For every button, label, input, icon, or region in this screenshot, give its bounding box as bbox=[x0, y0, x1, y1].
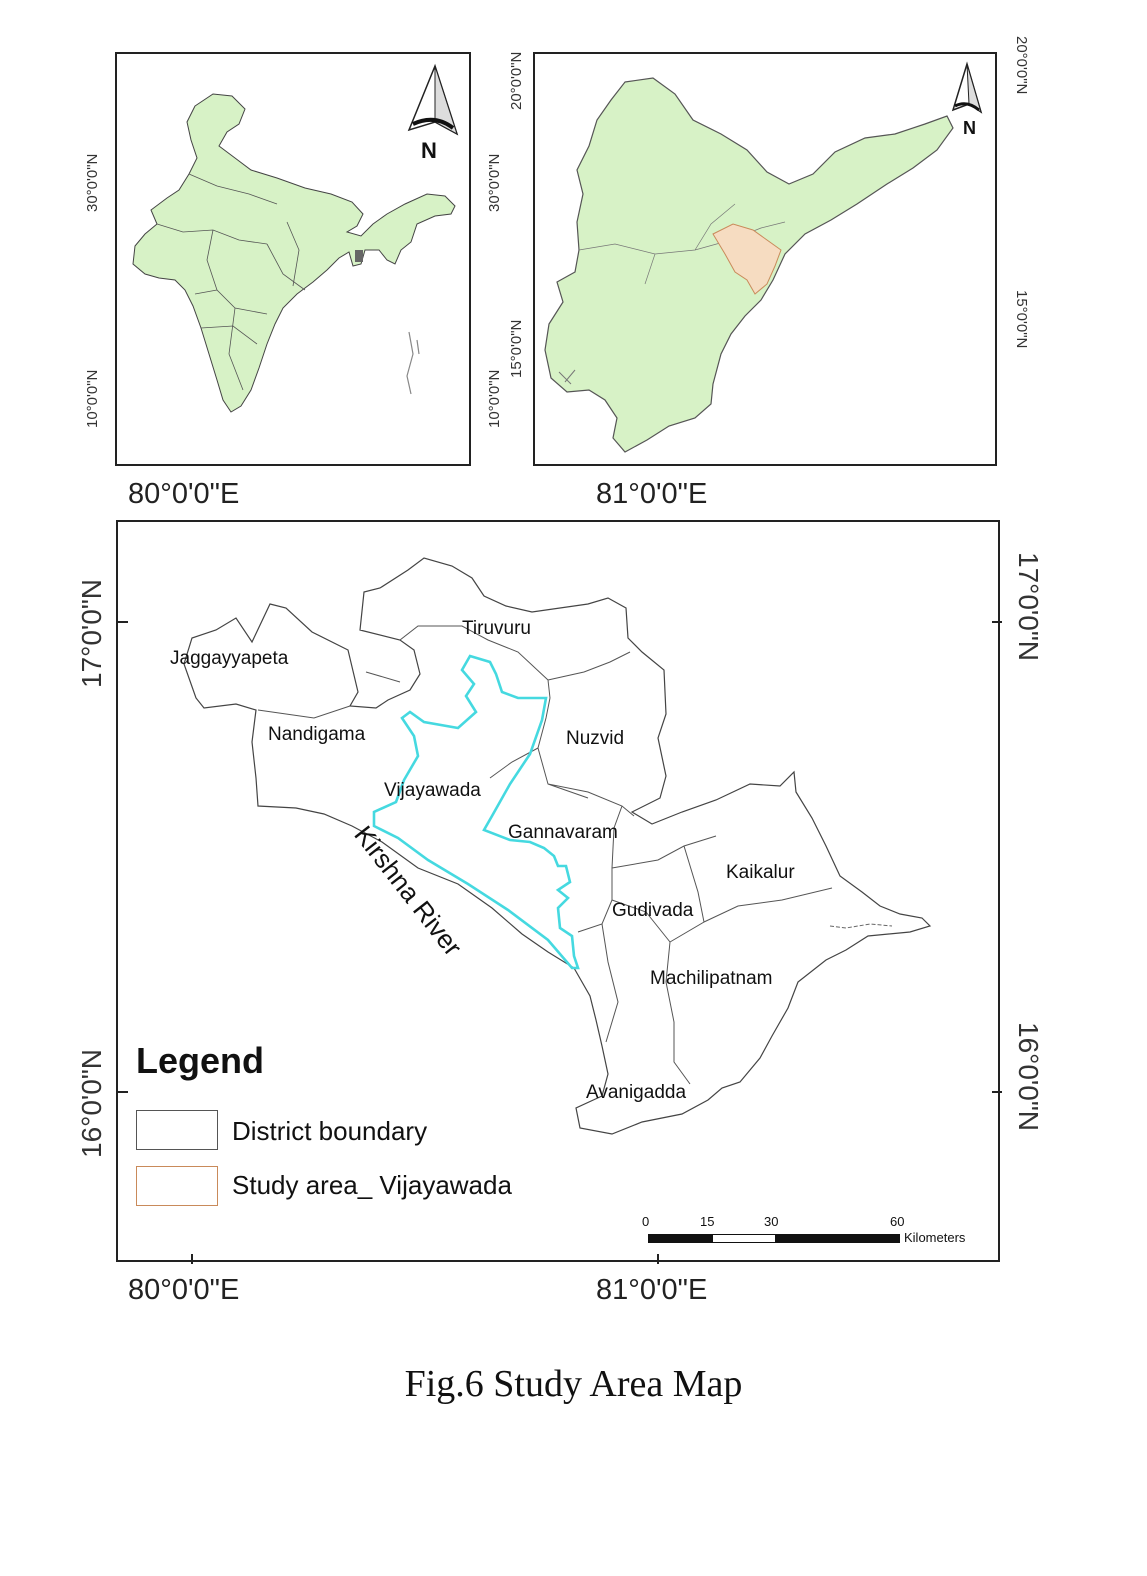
district-label-gannavaram: Gannavaram bbox=[508, 822, 618, 843]
ap-right-lat-15: 15°0'0"N bbox=[1013, 290, 1030, 349]
scale-tick-15: 15 bbox=[700, 1214, 715, 1229]
figure-caption: Fig.6 Study Area Map bbox=[404, 1363, 743, 1405]
scale-bar bbox=[648, 1234, 900, 1243]
district-label-gudivada: Gudivada bbox=[612, 900, 694, 921]
india-inset-mark bbox=[355, 250, 363, 262]
ap-left-lat-15: 15°0'0"N bbox=[508, 319, 525, 378]
andaman-islands bbox=[406, 331, 420, 395]
ap-right-lat-20: 20°0'0"N bbox=[1013, 36, 1030, 95]
district-label-nandigama: Nandigama bbox=[268, 724, 366, 745]
legend-swatch-study-area bbox=[136, 1166, 218, 1206]
india-lat-10: 10°0'0"N bbox=[84, 369, 101, 428]
krishna-lon-80: 80°0'0"E bbox=[128, 1274, 240, 1306]
ap-left-lat-10: 10°0'0"N bbox=[486, 369, 503, 428]
ap-left-lat-30: 30°0'0"N bbox=[486, 153, 503, 212]
north-label: N bbox=[421, 138, 437, 163]
scale-tick-60: 60 bbox=[890, 1214, 905, 1229]
scale-unit: Kilometers bbox=[904, 1230, 966, 1245]
district-label-nuzvid: Nuzvid bbox=[566, 728, 625, 749]
india-outline bbox=[132, 93, 456, 413]
krishna-map-panel bbox=[116, 520, 1002, 1264]
ap-left-lat-20: 20°0'0"N bbox=[508, 51, 525, 110]
district-label-jaggayyapeta: Jaggayyapeta bbox=[170, 648, 289, 669]
district-internal-boundaries bbox=[257, 625, 833, 1085]
district-label-machilipatnam: Machilipatnam bbox=[650, 968, 773, 989]
ap-region-boundaries bbox=[578, 203, 786, 285]
district-label-kaikalur: Kaikalur bbox=[726, 862, 795, 883]
krishna-district-outline bbox=[183, 557, 932, 1135]
ap-north-label: N bbox=[963, 118, 976, 138]
india-state-boundaries bbox=[156, 173, 306, 391]
india-lat-30: 30°0'0"N bbox=[84, 153, 101, 212]
krishna-lat-17-left: 17°0'0"N bbox=[76, 579, 107, 688]
district-label-tiruvuru: Tiruvuru bbox=[462, 618, 531, 639]
scale-tick-30: 30 bbox=[764, 1214, 779, 1229]
krishna-map bbox=[118, 557, 1002, 1264]
scale-tick-0: 0 bbox=[642, 1214, 650, 1229]
india-map bbox=[132, 63, 459, 413]
ap-study-district bbox=[712, 223, 782, 295]
district-label-avanigadda: Avanigadda bbox=[586, 1082, 687, 1103]
krishna-lat-16-left: 16°0'0"N bbox=[76, 1049, 107, 1158]
ap-map-panel: N bbox=[533, 52, 997, 466]
top-lon-81: 81°0'0"E bbox=[596, 478, 708, 510]
legend-swatch-district-boundary bbox=[136, 1110, 218, 1150]
india-map-panel: N bbox=[115, 52, 471, 466]
krishna-lat-17-right: 17°0'0"N bbox=[1013, 552, 1044, 661]
top-lon-80: 80°0'0"E bbox=[128, 478, 240, 510]
legend-title: Legend bbox=[136, 1040, 265, 1081]
krishna-lat-16-right: 16°0'0"N bbox=[1013, 1022, 1044, 1131]
legend-label-study-area: Study area_ Vijayawada bbox=[232, 1170, 512, 1200]
ap-map bbox=[544, 61, 983, 453]
krishna-lon-81: 81°0'0"E bbox=[596, 1274, 708, 1306]
legend-label-district-boundary: District boundary bbox=[232, 1116, 428, 1146]
district-label-vijayawada: Vijayawada bbox=[384, 780, 481, 801]
study-area-vijayawada-outline bbox=[372, 654, 580, 970]
